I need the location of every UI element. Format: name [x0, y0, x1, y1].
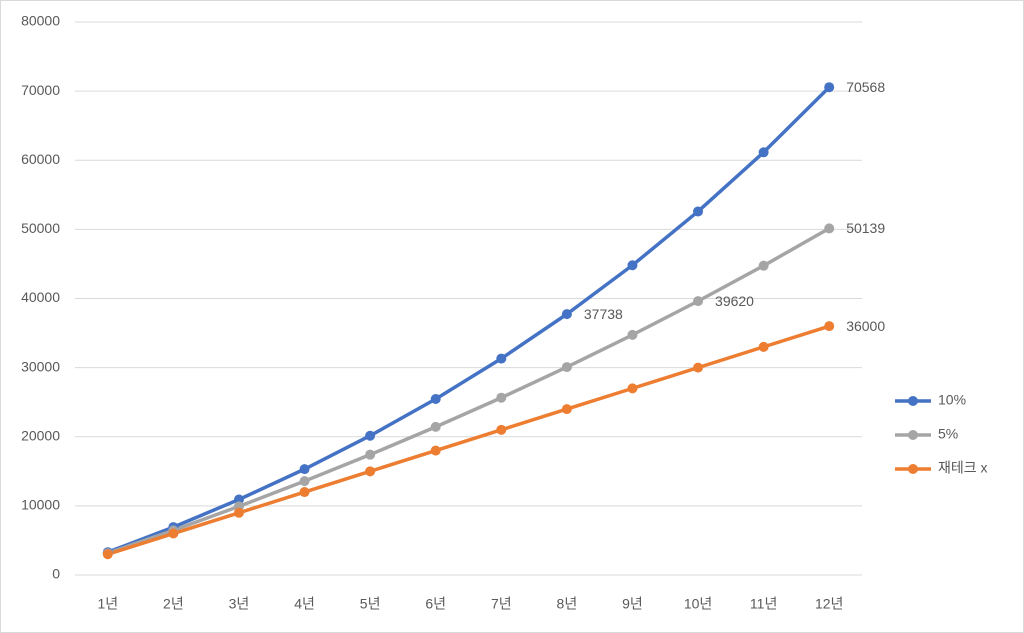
data-point — [561, 309, 572, 320]
x-tick-label: 11년 — [750, 596, 777, 612]
data-point — [496, 392, 507, 403]
data-point — [496, 424, 507, 435]
x-tick-label: 12년 — [815, 596, 843, 612]
data-point — [824, 82, 835, 93]
data-point — [693, 362, 704, 373]
y-tick-label: 0 — [52, 566, 60, 582]
data-point — [299, 464, 310, 475]
series-line — [107, 324, 830, 556]
data-point — [824, 321, 835, 332]
data-label: 39620 — [715, 293, 754, 309]
y-tick-label: 80000 — [21, 13, 60, 29]
data-point — [430, 421, 441, 432]
data-point — [627, 383, 638, 394]
data-point — [496, 353, 507, 364]
data-label: 36000 — [846, 318, 885, 334]
legend-label: 재테크 x — [938, 460, 988, 476]
data-point — [299, 487, 310, 498]
legend-marker — [908, 430, 918, 440]
data-point — [233, 494, 244, 505]
series-line — [107, 85, 831, 554]
legend-label: 10% — [938, 392, 966, 408]
series-line — [107, 226, 831, 555]
data-label: 50139 — [846, 220, 885, 236]
data-point — [430, 393, 441, 404]
y-tick-label: 20000 — [21, 427, 60, 443]
data-point — [758, 341, 769, 352]
data-point — [758, 147, 769, 158]
x-tick-label: 8년 — [557, 596, 578, 612]
data-point — [824, 223, 835, 234]
data-point — [299, 476, 310, 487]
data-point — [430, 445, 441, 456]
data-point — [233, 507, 244, 518]
legend-marker — [908, 464, 918, 474]
legend-label: 5% — [938, 426, 958, 442]
data-point — [365, 466, 376, 477]
y-tick-label: 30000 — [21, 358, 60, 374]
y-tick-label: 10000 — [21, 497, 60, 513]
data-label: 37738 — [584, 306, 623, 322]
data-point — [627, 260, 638, 271]
y-tick-label: 40000 — [21, 289, 60, 305]
y-tick-label: 70000 — [21, 82, 60, 98]
x-tick-label: 6년 — [425, 596, 446, 612]
x-tick-label: 2년 — [163, 596, 184, 612]
data-point — [365, 449, 376, 460]
x-tick-label: 5년 — [360, 596, 381, 612]
data-point — [693, 296, 704, 307]
data-point — [365, 430, 376, 441]
x-tick-label: 7년 — [491, 596, 512, 612]
legend-marker — [908, 396, 918, 406]
x-tick-label: 9년 — [622, 596, 643, 612]
y-tick-label: 60000 — [21, 151, 60, 167]
x-tick-label: 1년 — [97, 596, 118, 612]
data-point — [561, 362, 572, 373]
x-tick-label: 10년 — [684, 596, 712, 612]
data-label: 70568 — [846, 79, 885, 95]
data-point — [561, 404, 572, 415]
data-point — [627, 329, 638, 340]
y-tick-label: 50000 — [21, 220, 60, 236]
x-tick-label: 3년 — [229, 596, 250, 612]
x-tick-label: 4년 — [294, 596, 315, 612]
data-point — [102, 549, 113, 560]
data-point — [758, 260, 769, 271]
data-point — [693, 206, 704, 217]
data-point — [168, 528, 179, 539]
